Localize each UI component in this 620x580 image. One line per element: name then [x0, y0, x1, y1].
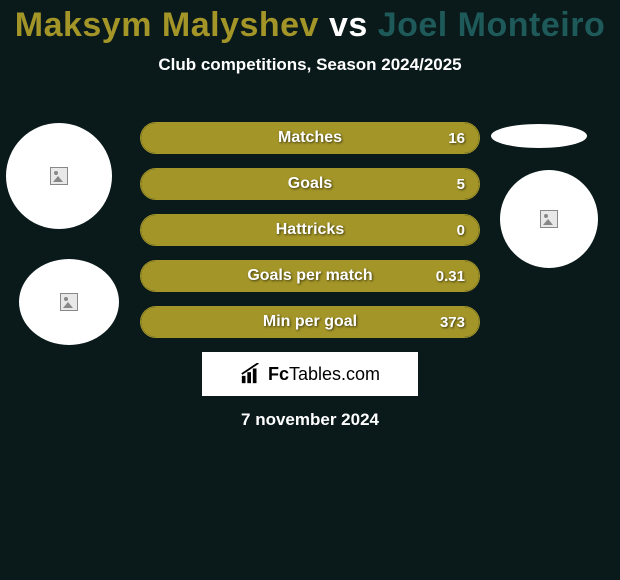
- avatar-circle: [491, 124, 587, 148]
- stat-pill: Min per goal373: [140, 306, 480, 338]
- date-text: 7 november 2024: [0, 410, 620, 430]
- stat-label: Matches: [141, 123, 479, 153]
- page-title: Maksym Malyshev vs Joel Monteiro: [0, 0, 620, 45]
- stats-container: Matches16 Goals5 Hattricks0 Goals per match…: [140, 122, 480, 352]
- broken-image-icon: [60, 293, 78, 311]
- avatar-circle: [6, 123, 112, 229]
- avatar-circle: [500, 170, 598, 268]
- stat-pill: Goals per match0.31: [140, 260, 480, 292]
- stat-label: Goals: [141, 169, 479, 199]
- stat-label: Min per goal: [141, 307, 479, 337]
- vs-text: vs: [329, 6, 378, 44]
- branding-rest: Tables.com: [289, 364, 380, 385]
- branding-text: FcTables.com: [268, 364, 380, 385]
- avatar-circle: [19, 259, 119, 345]
- broken-image-icon: [50, 167, 68, 185]
- stat-pill: Goals5: [140, 168, 480, 200]
- stat-pill: Hattricks0: [140, 214, 480, 246]
- broken-image-icon: [540, 210, 558, 228]
- player2-name: Joel Monteiro: [378, 6, 606, 44]
- branding-box: FcTables.com: [202, 352, 418, 396]
- subtitle: Club competitions, Season 2024/2025: [0, 55, 620, 75]
- stat-value: 373: [440, 307, 465, 337]
- stat-value: 0.31: [436, 261, 465, 291]
- stat-label: Goals per match: [141, 261, 479, 291]
- stat-value: 16: [448, 123, 465, 153]
- chart-icon: [240, 363, 262, 385]
- stat-label: Hattricks: [141, 215, 479, 245]
- stat-pill: Matches16: [140, 122, 480, 154]
- stat-value: 0: [457, 215, 465, 245]
- player1-name: Maksym Malyshev: [15, 6, 319, 44]
- branding-fc: Fc: [268, 364, 289, 385]
- stat-value: 5: [457, 169, 465, 199]
